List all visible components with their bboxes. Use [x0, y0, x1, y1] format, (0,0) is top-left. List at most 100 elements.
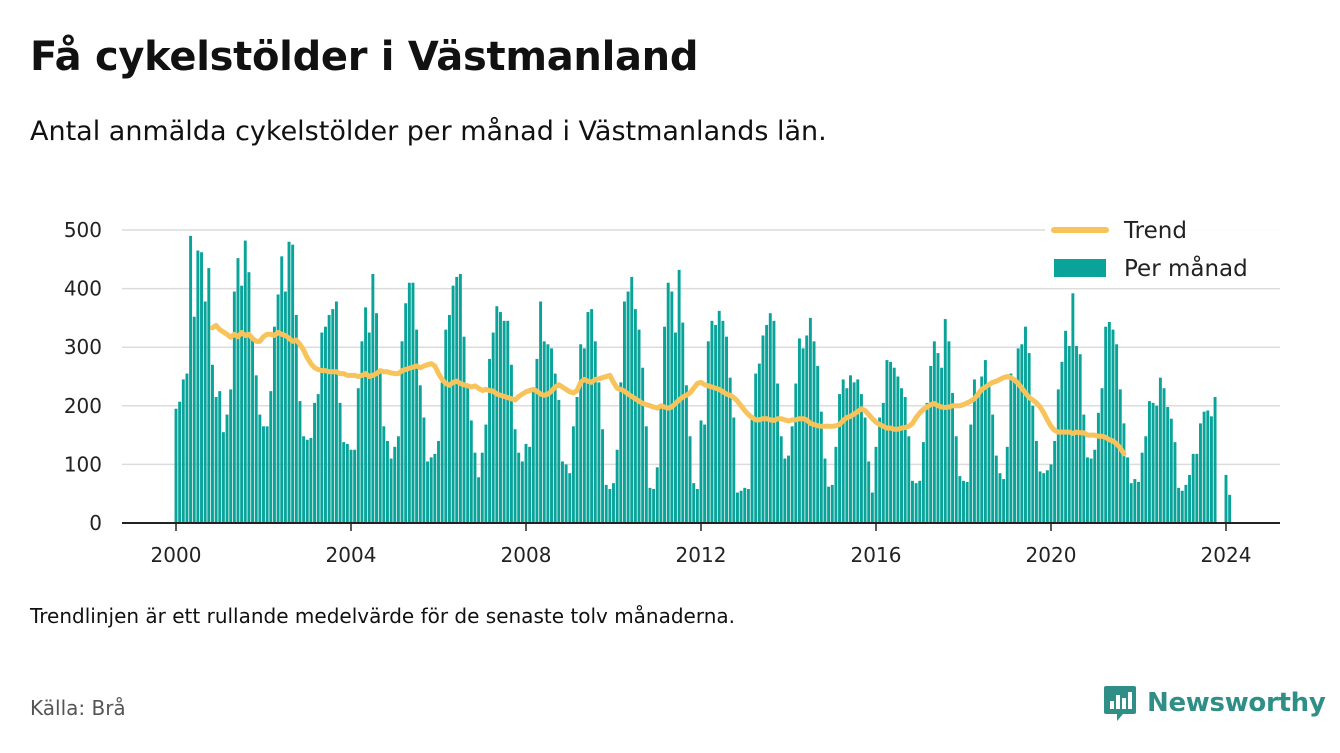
bar [838, 394, 841, 523]
bar [852, 382, 856, 523]
bar [849, 375, 852, 523]
y-axis-ticks: 0 100 200 300 400 500 [64, 218, 102, 535]
bar [1064, 330, 1068, 523]
bar [612, 483, 615, 523]
bar [542, 341, 546, 523]
bar [936, 353, 940, 523]
x-tick-label: 2000 [151, 543, 202, 567]
bar [528, 446, 532, 523]
bar [272, 326, 276, 523]
bar [1158, 377, 1162, 523]
bar [480, 452, 484, 523]
bar [1020, 344, 1024, 523]
bar [287, 241, 291, 523]
bar [918, 480, 922, 523]
bar [229, 389, 233, 523]
bar [561, 461, 564, 523]
bar [1177, 487, 1181, 523]
legend-trend-label: Trend [1123, 218, 1187, 244]
bar [1166, 406, 1170, 523]
bar [356, 388, 360, 523]
y-tick-label: 100 [64, 452, 102, 476]
bar [776, 383, 780, 523]
bar [816, 365, 820, 523]
bar [608, 489, 612, 523]
bar [1027, 353, 1031, 523]
bar-chart: 0 100 200 300 400 500 2000 2004 2008 2012 2016 202… [63, 218, 1280, 567]
bar [491, 332, 495, 523]
bar [200, 252, 203, 523]
bar [648, 487, 652, 523]
bar [845, 388, 849, 523]
bar [469, 420, 473, 523]
bar [345, 443, 349, 523]
bar [604, 484, 608, 523]
y-tick-label: 300 [64, 335, 102, 359]
bar [684, 385, 688, 523]
bar [1034, 440, 1038, 523]
trend-line-group [209, 323, 1127, 457]
bar [506, 320, 510, 523]
bar [1151, 402, 1155, 523]
bar [437, 440, 440, 523]
bar [509, 364, 513, 523]
brand-name: Newsworthy [1147, 688, 1326, 718]
bar [466, 383, 470, 523]
bar [859, 394, 863, 523]
bar [1053, 440, 1057, 523]
bar [327, 314, 331, 523]
x-tick-label: 2008 [501, 543, 552, 567]
bar [951, 392, 955, 523]
bar [1209, 416, 1213, 523]
bar [236, 258, 240, 523]
bar [900, 388, 903, 523]
bar [462, 336, 466, 523]
bar [925, 402, 929, 523]
bar [247, 272, 251, 523]
bar [353, 449, 357, 523]
bar [262, 426, 265, 523]
bar [812, 341, 816, 523]
bar [666, 282, 670, 523]
bar [674, 332, 677, 523]
bar [240, 285, 244, 523]
y-tick-label: 500 [64, 218, 102, 242]
legend-bars-swatch [1054, 259, 1106, 277]
bar [972, 379, 976, 523]
chart-subtitle: Antal anmälda cykelstölder per månad i V… [30, 116, 827, 147]
newsworthy-logo: Newsworthy [1103, 683, 1326, 723]
bar [863, 417, 867, 523]
bar [911, 480, 914, 523]
bar [615, 449, 619, 523]
bar [783, 458, 787, 523]
bar [1045, 470, 1049, 523]
bar [349, 449, 353, 523]
bar [980, 376, 984, 523]
bar [1024, 326, 1027, 523]
bar [320, 332, 324, 523]
bar [426, 461, 430, 523]
bar [787, 455, 790, 523]
bar [1031, 405, 1035, 523]
bar [929, 365, 933, 523]
bar [371, 273, 375, 523]
bar [677, 269, 681, 523]
bar [987, 382, 991, 523]
bar [728, 377, 732, 523]
bar [663, 326, 666, 523]
bar [699, 420, 703, 523]
bar [1213, 397, 1217, 523]
bar [983, 360, 987, 523]
bar [400, 341, 404, 523]
bar [389, 458, 393, 523]
bar [331, 309, 335, 523]
bar [557, 399, 561, 523]
bar [921, 442, 925, 523]
bar [630, 276, 634, 523]
bar [447, 314, 451, 523]
bar [655, 467, 659, 523]
bar [965, 481, 969, 523]
bar [717, 310, 721, 523]
bar [309, 438, 313, 523]
bar [1060, 361, 1064, 523]
